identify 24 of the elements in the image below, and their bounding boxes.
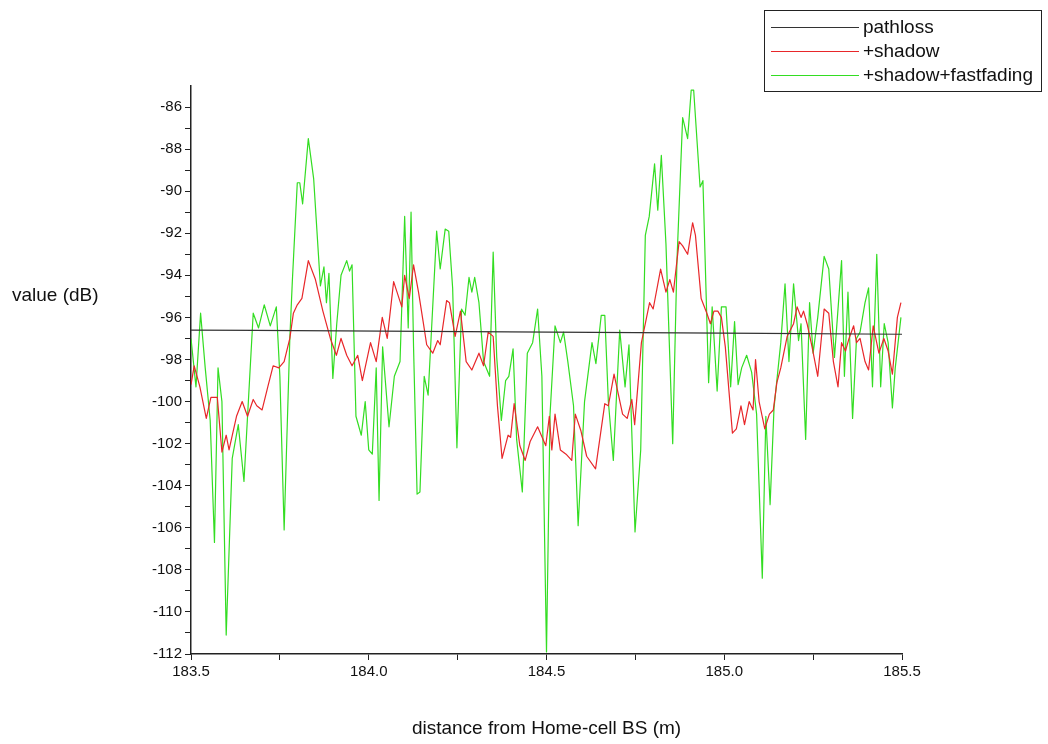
y-tick-label: -88 xyxy=(160,139,182,157)
x-axis-title: distance from Home-cell BS (m) xyxy=(411,716,682,738)
y-tick-label: -90 xyxy=(160,181,182,199)
y-tick-label: -108 xyxy=(151,559,182,577)
y-tick-label: -98 xyxy=(160,349,182,367)
legend-label: +shadow xyxy=(862,39,940,63)
y-tick-label: -102 xyxy=(151,433,182,451)
legend-label: +shadow+fastfading xyxy=(862,63,1033,87)
y-tick-label: -104 xyxy=(151,475,182,493)
x-tick-label: 183.5 xyxy=(172,662,210,680)
y-tick-label: -94 xyxy=(160,265,182,283)
y-tick-label: -86 xyxy=(160,97,182,115)
x-tick-label: 185.0 xyxy=(705,662,744,680)
y-tick-label: -100 xyxy=(151,391,182,409)
y-tick-label: -110 xyxy=(153,602,182,620)
y-tick-label: -96 xyxy=(160,307,182,325)
legend-label: pathloss xyxy=(862,15,934,39)
x-tick-label: 185.5 xyxy=(883,662,921,680)
y-tick-label: -106 xyxy=(151,517,182,535)
y-axis-title: value (dB) xyxy=(12,284,99,306)
x-tick-label: 184.0 xyxy=(349,662,388,680)
x-tick-label: 184.5 xyxy=(527,662,566,680)
y-tick-label: -112 xyxy=(153,644,182,662)
y-tick-label: -92 xyxy=(160,223,182,241)
